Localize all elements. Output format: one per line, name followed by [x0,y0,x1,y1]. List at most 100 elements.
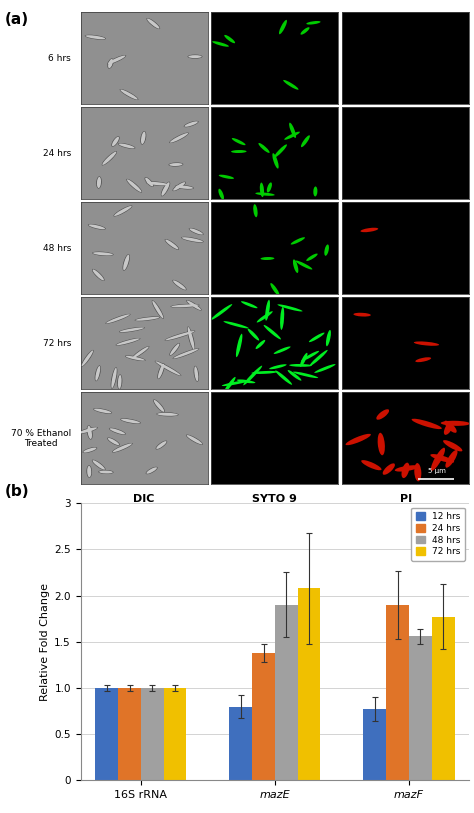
Bar [252,653,275,780]
Ellipse shape [118,143,135,148]
Ellipse shape [184,121,199,128]
Ellipse shape [111,367,118,389]
Bar [386,605,409,780]
Ellipse shape [219,175,234,179]
Ellipse shape [224,377,236,393]
Ellipse shape [326,330,331,346]
Ellipse shape [107,55,126,64]
Ellipse shape [275,371,292,385]
Ellipse shape [251,371,277,374]
Ellipse shape [97,177,101,188]
Ellipse shape [279,20,287,34]
Ellipse shape [280,307,284,330]
Ellipse shape [145,178,153,186]
Ellipse shape [109,428,125,434]
Bar [432,617,455,780]
Ellipse shape [108,59,114,68]
Ellipse shape [81,350,94,367]
Ellipse shape [112,137,119,146]
Ellipse shape [175,185,193,189]
Ellipse shape [165,331,194,341]
Ellipse shape [155,441,167,450]
Ellipse shape [444,421,454,435]
Ellipse shape [120,328,144,333]
Ellipse shape [210,304,232,320]
Text: 48 hrs: 48 hrs [43,244,71,253]
Ellipse shape [109,428,126,435]
Ellipse shape [306,21,320,24]
Ellipse shape [152,301,164,319]
Ellipse shape [162,182,170,196]
Text: 70 % Ethanol
Treated: 70 % Ethanol Treated [11,428,71,448]
Ellipse shape [141,132,146,144]
Ellipse shape [132,346,149,359]
Ellipse shape [219,189,224,200]
Ellipse shape [295,260,312,270]
Ellipse shape [127,180,141,192]
Ellipse shape [184,121,198,127]
Ellipse shape [116,338,140,346]
Ellipse shape [157,363,165,379]
Ellipse shape [126,179,142,193]
Ellipse shape [189,228,204,235]
Ellipse shape [164,239,179,250]
Ellipse shape [171,304,200,308]
Ellipse shape [112,443,133,453]
Ellipse shape [123,254,129,270]
Ellipse shape [186,435,203,445]
Ellipse shape [111,367,117,388]
Ellipse shape [255,340,265,349]
Ellipse shape [85,35,105,39]
Ellipse shape [85,35,106,40]
Ellipse shape [270,283,280,296]
Ellipse shape [136,317,159,320]
Ellipse shape [361,460,382,470]
Ellipse shape [83,448,97,453]
Ellipse shape [395,465,419,472]
Ellipse shape [173,280,186,289]
Ellipse shape [171,304,199,307]
Ellipse shape [173,348,199,359]
Ellipse shape [87,466,91,477]
Ellipse shape [284,132,300,140]
Ellipse shape [158,363,164,379]
Text: PI: PI [400,494,412,504]
Ellipse shape [443,440,462,451]
Ellipse shape [92,460,105,470]
Ellipse shape [146,18,160,29]
Ellipse shape [182,237,203,242]
Ellipse shape [188,327,194,350]
Ellipse shape [161,181,170,197]
Ellipse shape [264,325,281,340]
Text: 6 hrs: 6 hrs [48,54,71,63]
Ellipse shape [291,237,305,245]
Ellipse shape [283,80,299,89]
Ellipse shape [117,375,122,389]
Text: DIC: DIC [133,494,155,504]
Ellipse shape [446,450,457,467]
Ellipse shape [445,420,456,433]
Ellipse shape [414,463,421,481]
Ellipse shape [231,150,246,153]
Ellipse shape [376,409,389,420]
Ellipse shape [152,300,164,319]
Ellipse shape [99,471,113,473]
Ellipse shape [324,245,329,256]
Ellipse shape [165,240,178,250]
Ellipse shape [147,19,160,28]
Bar [364,709,386,780]
Ellipse shape [145,177,154,187]
Ellipse shape [123,254,130,271]
Ellipse shape [258,143,270,153]
Bar [229,706,252,780]
Ellipse shape [243,366,262,385]
Ellipse shape [119,327,145,333]
Bar [118,688,141,780]
Ellipse shape [187,327,195,350]
Ellipse shape [92,269,105,281]
Ellipse shape [89,224,105,229]
Ellipse shape [277,304,302,311]
Ellipse shape [293,372,318,378]
Ellipse shape [301,27,310,35]
Ellipse shape [157,413,178,415]
